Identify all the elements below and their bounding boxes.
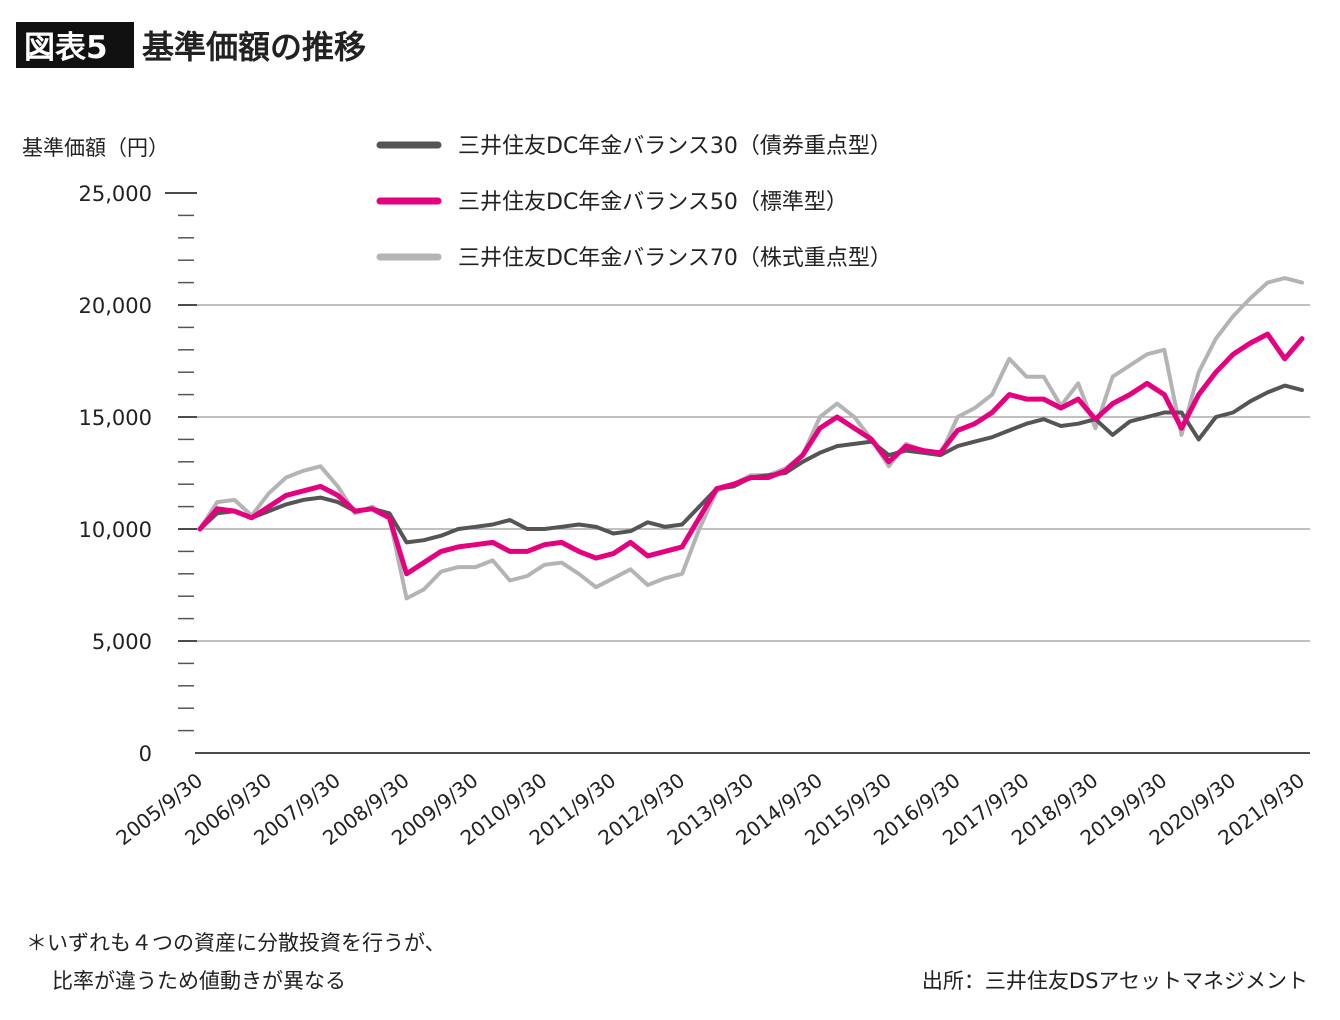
footnote-line-1: ＊いずれも４つの資産に分散投資を行うが、	[26, 931, 446, 955]
y-tick-label: 10,000	[79, 518, 152, 542]
series-lines	[197, 276, 1305, 601]
y-tick-label: 25,000	[79, 182, 152, 206]
footnote-line-2: 比率が違うため値動きが異なる	[52, 969, 346, 993]
y-tick-label: 15,000	[79, 406, 152, 430]
gridlines	[195, 304, 1310, 642]
figure-label: 図表5	[24, 30, 108, 66]
legend-label: 三井住友DC年金バランス50（標準型）	[458, 190, 848, 215]
source-note: 出所：三井住友DSアセットマネジメント	[922, 969, 1308, 993]
y-tick-label: 5,000	[92, 630, 152, 654]
legend: 三井住友DC年金バランス30（債券重点型） 三井住友DC年金バランス50（標準型）…	[376, 134, 892, 271]
series-line-balance50	[197, 331, 1305, 577]
series-line-balance30	[198, 383, 1304, 545]
legend-label: 三井住友DC年金バランス30（債券重点型）	[458, 134, 892, 159]
y-tick-label: 20,000	[79, 294, 152, 318]
y-axis: 0 5,000 10,000 15,000 20,000 25,000	[79, 182, 197, 766]
x-axis: 2005/9/302006/9/302007/9/302008/9/302009…	[111, 752, 1310, 850]
legend-label: 三井住友DC年金バランス70（株式重点型）	[458, 246, 892, 271]
chart-title: 基準価額の推移	[142, 28, 366, 66]
y-axis-label: 基準価額（円）	[22, 136, 169, 160]
figure-label-box	[16, 22, 134, 68]
series-line-balance70	[198, 276, 1304, 601]
y-tick-label: 0	[139, 742, 152, 766]
